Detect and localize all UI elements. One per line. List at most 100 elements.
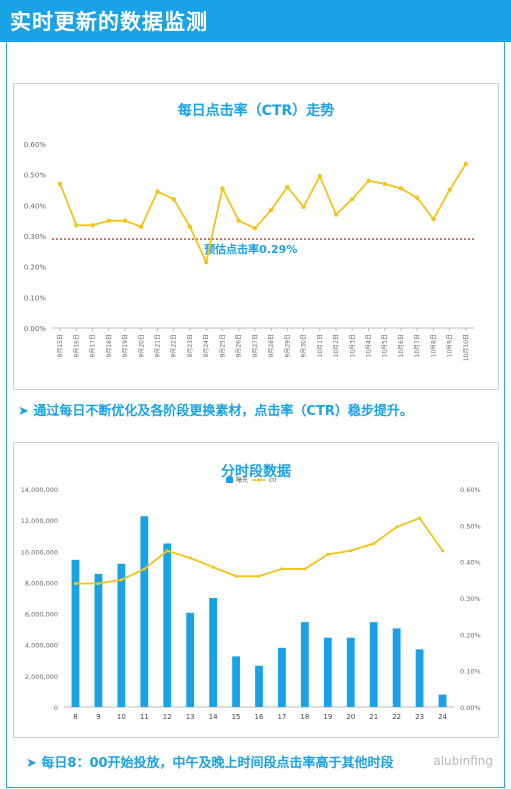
x-tick-label: 10月1日	[317, 334, 324, 357]
content-frame	[6, 42, 505, 788]
x-tick-label: 9月23日	[187, 334, 194, 357]
y-left-tick-label: 14,000,000	[21, 486, 58, 494]
ctr-point	[122, 218, 128, 223]
ctr-point	[333, 212, 339, 217]
ctr-point	[395, 525, 399, 529]
y-right-tick-label: 0.40%	[460, 559, 481, 567]
x-tick-label: 9月18日	[106, 334, 113, 357]
x-tick-label: 24	[438, 713, 447, 721]
ctr-point	[142, 567, 146, 571]
hourly-caption: ➤ 每日8：00开始投放，中午及晚上时间段点击率高于其他时段	[26, 756, 394, 771]
y-left-tick-label: 4,000,000	[25, 642, 58, 650]
x-tick-label: 9月30日	[301, 334, 308, 357]
ctr-trend-panel: 每日点击率（CTR）走势 0.00% 0.10% 0.20% 0.30% 0.40% 0.5…	[13, 83, 499, 390]
exposure-bar	[346, 637, 355, 707]
x-tick-label: 16	[255, 713, 264, 721]
ctr-point	[398, 186, 404, 191]
exposure-bar	[392, 628, 401, 707]
y-tick-label: 0.60%	[24, 141, 47, 149]
x-tick-label: 9	[96, 713, 100, 721]
y-tick-label: 0.40%	[24, 202, 47, 210]
y-right-tick-label: 0.60%	[460, 486, 481, 494]
exposure-bar	[369, 622, 378, 707]
x-tick-label: 10月10日	[463, 334, 470, 361]
ctr-point	[382, 181, 387, 187]
ctr-point	[349, 549, 353, 553]
ctr-point	[155, 189, 160, 194]
x-tick-label: 9月21日	[155, 334, 162, 357]
x-tick-label: 9月16日	[73, 334, 80, 357]
ctr-point	[211, 565, 215, 569]
ctr-point	[317, 174, 323, 179]
ctr-point	[90, 223, 95, 228]
ctr-point	[187, 224, 193, 229]
x-tick-label: 10月4日	[366, 334, 373, 357]
x-tick-label: 20	[346, 713, 355, 721]
ctr-point	[463, 161, 469, 167]
section-header: 实时更新的数据监测	[0, 0, 511, 42]
y-right-tick-label: 0.10%	[460, 668, 481, 676]
legend-swatch-exposure	[226, 477, 233, 483]
y-left-tick-label: 10,000,000	[21, 548, 58, 556]
exposure-bar	[94, 573, 103, 707]
reference-label: 预估点击率0.29%	[204, 242, 297, 256]
ctr-point	[234, 574, 238, 578]
ctr-point	[257, 574, 261, 578]
ctr-point	[280, 567, 284, 571]
ctr-point	[414, 195, 420, 200]
x-tick-label: 9月24日	[203, 334, 210, 357]
exposure-bar	[415, 649, 424, 707]
x-tick-label: 8	[73, 713, 77, 721]
x-tick-label: 21	[369, 713, 378, 721]
ctr-point	[326, 552, 330, 556]
y-tick-label: 0.10%	[24, 294, 47, 302]
ctr-trend-caption: ➤ 通过每日不断优化及各阶段更换素材，点击率（CTR）稳步提升。	[18, 404, 413, 419]
ctr-point	[171, 197, 176, 202]
x-tick-label: 9月27日	[252, 334, 259, 357]
y-right-tick-label: 0.50%	[460, 522, 481, 530]
x-tick-label: 10月8日	[430, 334, 437, 357]
ctr-point	[188, 556, 192, 560]
y-right-tick-label: 0.20%	[460, 631, 481, 639]
x-tick-label: 10月3日	[349, 334, 356, 357]
y-left-tick-label: 6,000,000	[25, 611, 58, 619]
ctr-point	[165, 549, 169, 553]
ctr-point	[119, 578, 123, 582]
section-title: 实时更新的数据监测	[10, 10, 208, 34]
ctr-point	[252, 226, 258, 231]
x-tick-label: 10月9日	[447, 334, 454, 357]
ctr-point	[236, 218, 241, 223]
ctr-point	[350, 197, 355, 202]
exposure-bar	[186, 612, 195, 707]
exposure-bar	[255, 665, 263, 707]
x-tick-label: 14	[209, 713, 218, 721]
x-tick-label: 23	[415, 713, 424, 721]
x-tick-label: 10月7日	[414, 334, 421, 357]
x-tick-label: 18	[300, 713, 309, 721]
ctr-point	[220, 186, 225, 191]
x-tick-label: 9月29日	[284, 334, 291, 357]
ctr-point	[57, 181, 63, 187]
ctr-point	[303, 567, 307, 571]
x-tick-label: 9月15日	[57, 334, 64, 357]
watermark: alubinfing	[433, 754, 493, 768]
legend-label-exposure: 曝光	[236, 476, 248, 484]
x-tick-label: 9月25日	[219, 334, 226, 357]
y-left-tick-label: 0	[54, 704, 58, 712]
hourly-panel: 分时段数据 0 2,000,000 4,000,000 6,000,000 8,000,0…	[13, 442, 499, 738]
x-tick-label: 22	[392, 713, 401, 721]
x-tick-label: 9月20日	[138, 334, 145, 357]
x-tick-label: 9月19日	[122, 334, 129, 357]
y-tick-label: 0.50%	[24, 172, 47, 180]
x-tick-label: 10月6日	[398, 334, 405, 357]
x-tick-label: 9月28日	[268, 334, 275, 357]
x-tick-label: 9月26日	[236, 334, 243, 357]
x-tick-label: 17	[277, 713, 286, 721]
ctr-point	[447, 187, 452, 193]
x-tick-label: 19	[323, 713, 332, 721]
x-tick-label: 9月17日	[90, 334, 97, 357]
ctr-point	[372, 541, 376, 546]
exposure-bar	[163, 543, 172, 707]
exposure-bar	[140, 516, 149, 707]
ctr-point	[431, 216, 436, 222]
